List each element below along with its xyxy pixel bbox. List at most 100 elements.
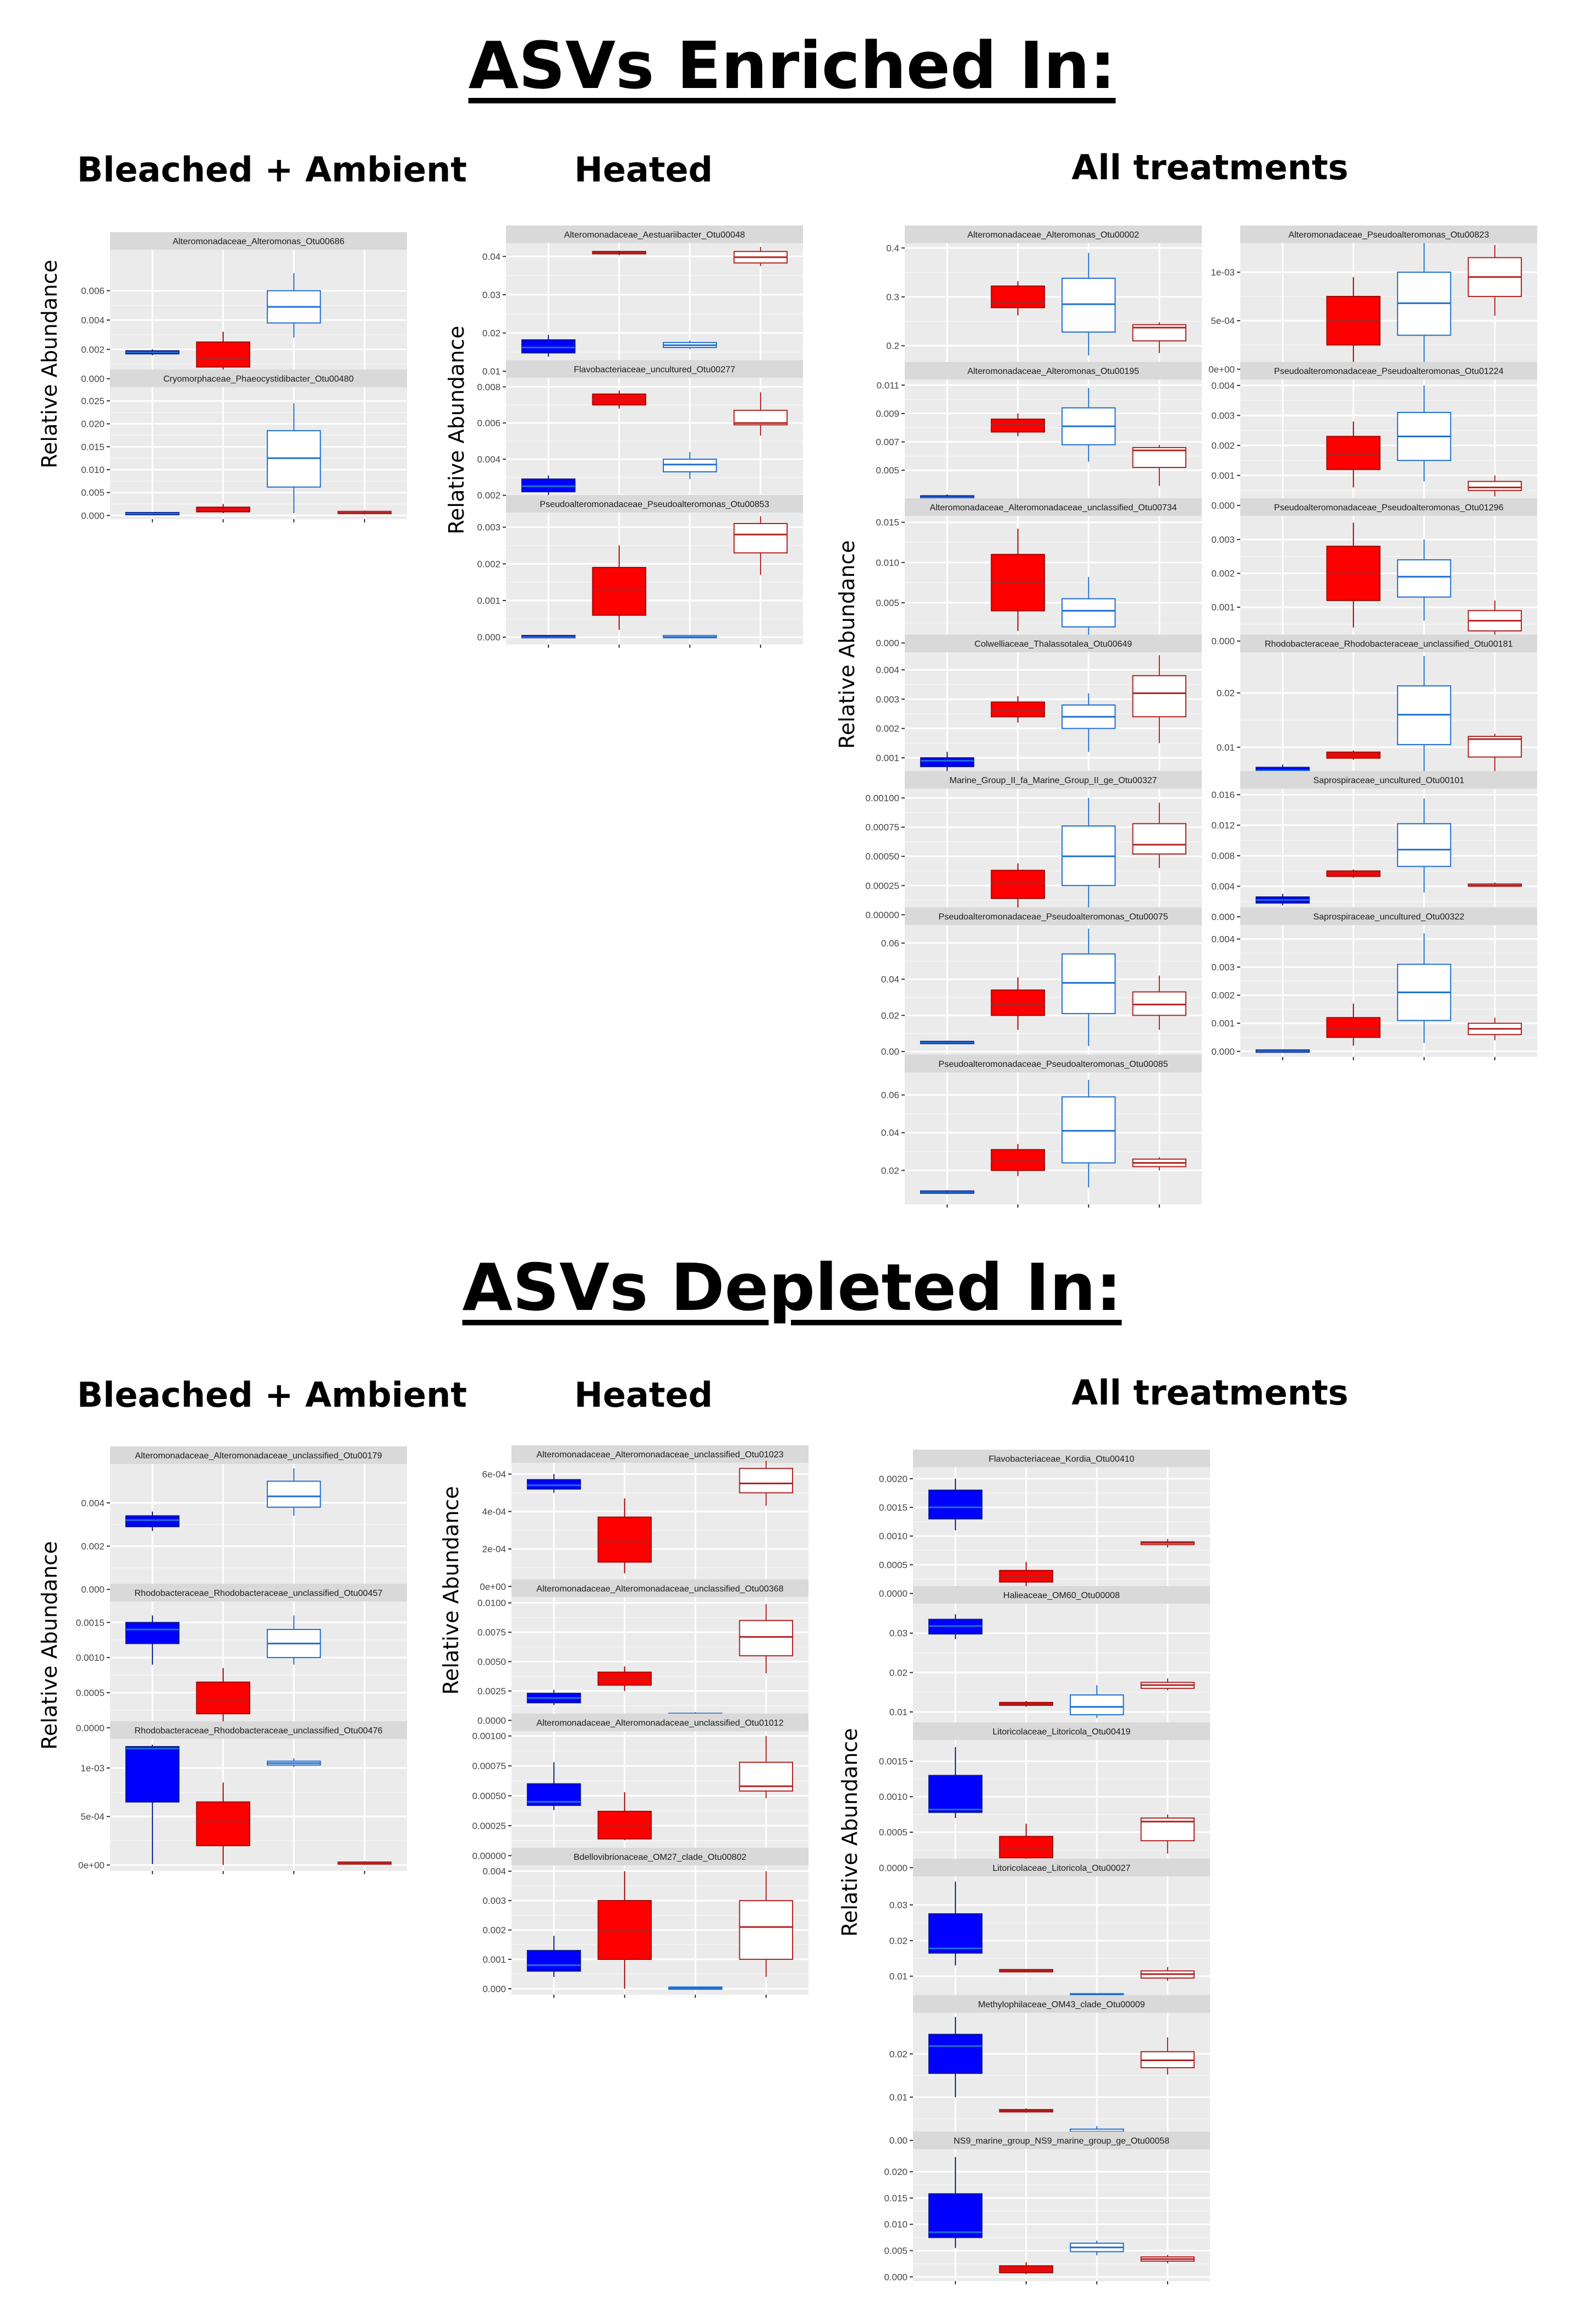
depleted-col-heated: Heated [534,1375,754,1415]
tick-label: 0.01 [889,1707,908,1717]
plot-background [110,250,407,382]
tick-label: 6e-04 [482,1469,506,1479]
panel-title: Alteromonadaceae_Alteromonadaceae_unclas… [536,1450,783,1460]
panel-title: Marine_Group_II_fa_Marine_Group_II_ge_Ot… [949,776,1157,785]
tick-label: 0.002 [876,724,899,734]
tick-label: 0.02 [889,2049,908,2059]
tick-label: 0.06 [881,938,899,949]
tick-label: 2e-04 [482,1544,506,1555]
box-4 [338,510,391,515]
plot-background [905,516,1202,648]
tick-label: 0.001 [876,753,899,763]
tick-label: 0.0005 [879,1560,908,1570]
tick-label: 0.001 [477,596,501,606]
tick-label: 0.002 [1211,440,1235,451]
tick-label: 0.002 [1211,990,1235,1001]
panel-title: Rhodobacteraceae_Rhodobacteraceae_unclas… [135,1726,383,1736]
tick-label: 0.004 [477,454,501,465]
tick-label: 5e-04 [1211,316,1235,326]
tick-label: 0.015 [884,2193,908,2204]
tick-label: 0.009 [876,409,899,419]
panel-title: Alteromonadaceae_Alteromonadaceae_unclas… [135,1451,382,1461]
tick-label: 0.002 [81,1541,105,1552]
tick-label: 0.010 [876,558,899,568]
tick-label: 0.002 [1211,569,1235,579]
tick-label: 0.01 [1217,742,1235,753]
panel-title: Pseudoalteromonadaceae_Pseudoalteromonas… [938,1060,1168,1069]
depleted-col-bleached-ambient: Bleached + Ambient [77,1375,418,1415]
panel-title: Alteromonadaceae_Alteromonas_Otu00195 [967,367,1139,376]
tick-label: 0.001 [482,1954,506,1965]
tick-label: 0.010 [884,2220,908,2230]
tick-label: 0.00025 [472,1821,506,1831]
depleted-col-all-treatments: All treatments [1045,1373,1375,1413]
box-2 [1327,751,1380,760]
tick-label: 0.00100 [472,1731,506,1742]
panel-title: Saprospiraceae_uncultured_Otu00322 [1313,912,1465,922]
tick-label: 0.02 [881,1010,899,1021]
tick-label: 0.007 [876,437,899,448]
tick-label: 0.01 [889,2092,908,2102]
tick-label: 0.000 [477,632,501,643]
tick-label: 0.0010 [879,1531,908,1541]
box-1 [921,1190,974,1194]
tick-label: 0.03 [889,1900,908,1910]
tick-label: 5e-04 [81,1811,105,1822]
panel-title: Rhodobacteraceae_Rhodobacteraceae_unclas… [135,1589,383,1598]
plot-background [1240,652,1537,784]
panel-title: Litoricolaceae_Litoricola_Otu00419 [993,1727,1131,1737]
plot-background [110,387,407,519]
panel-title: Cryomorphaceae_Phaeocystidibacter_Otu004… [163,375,354,384]
tick-label: 0.020 [81,419,105,429]
tick-label: 0.01 [889,1971,908,1982]
tick-label: 0.004 [81,315,105,326]
panel-title: Alteromonadaceae_Alteromonadaceae_unclas… [536,1584,783,1594]
panel-title: Bdellovibrionaceae_OM27_clade_Otu00802 [574,1853,746,1862]
box-4 [338,1861,391,1865]
enriched-col-all-treatments: All treatments [1045,147,1375,188]
panel-title: Pseudoalteromonadaceae_Pseudoalteromonas… [540,500,769,509]
tick-label: 0.002 [482,1925,506,1936]
panel-title: Litoricolaceae_Litoricola_Otu00027 [993,1864,1131,1873]
tick-label: 0.0075 [477,1627,506,1638]
tick-label: 0.004 [876,665,899,675]
tick-label: 0.020 [884,2167,908,2177]
tick-label: 1e-03 [81,1763,105,1774]
plot-background [905,789,1202,921]
tick-label: 0.0015 [879,1502,908,1513]
tick-label: 0.006 [477,418,501,428]
panel-title: Alteromonadaceae_Pseudoalteromonas_Otu00… [1289,230,1489,240]
tick-label: 4e-04 [482,1507,506,1517]
tick-label: 0.06 [881,1090,899,1100]
tick-label: 0.016 [1211,790,1235,800]
tick-label: 0.005 [876,598,899,608]
panel-title: Alteromonadaceae_Alteromonadaceae_unclas… [930,503,1176,513]
panel-title: Methylophilaceae_OM43_clade_Otu00009 [978,2000,1145,2009]
enriched-col-heated: Heated [534,150,754,190]
tick-label: 0.006 [81,286,105,296]
tick-label: 0.0100 [477,1598,506,1609]
plot-background [110,1601,407,1733]
tick-label: 0.4 [886,243,899,254]
boxplot-panel: Pseudoalteromonadaceae_Pseudoalteromonas… [844,907,1202,1071]
box-3 [669,1987,722,1989]
tick-label: 0.00025 [866,880,899,891]
panel-title: Saprospiraceae_uncultured_Otu00101 [1313,776,1465,785]
tick-label: 0.004 [1211,882,1235,892]
plot-background [905,925,1202,1057]
plot-background [913,2013,1210,2145]
tick-label: 0.0020 [879,1474,908,1484]
tick-label: 0.0010 [76,1653,105,1663]
tick-label: 0.0015 [879,1756,908,1767]
boxplot-panel: NS9_marine_group_NS9_marine_group_ge_Otu… [853,2132,1210,2295]
tick-label: 0e+00 [78,1860,105,1870]
tick-label: 0.015 [81,442,105,452]
tick-label: 0.04 [881,1128,899,1138]
panel-title: Alteromonadaceae_Alteromonadaceae_unclas… [536,1719,783,1728]
tick-label: 0.00075 [866,822,899,833]
boxplot-panel: Rhodobacteraceae_Rhodobacteraceae_unclas… [50,1721,407,1885]
box-1 [1256,1050,1309,1052]
tick-label: 1e-03 [1211,267,1235,278]
panel-title: Alteromonadaceae_Aestuariibacter_Otu0004… [564,230,745,240]
tick-label: 0.000 [482,1984,506,1994]
